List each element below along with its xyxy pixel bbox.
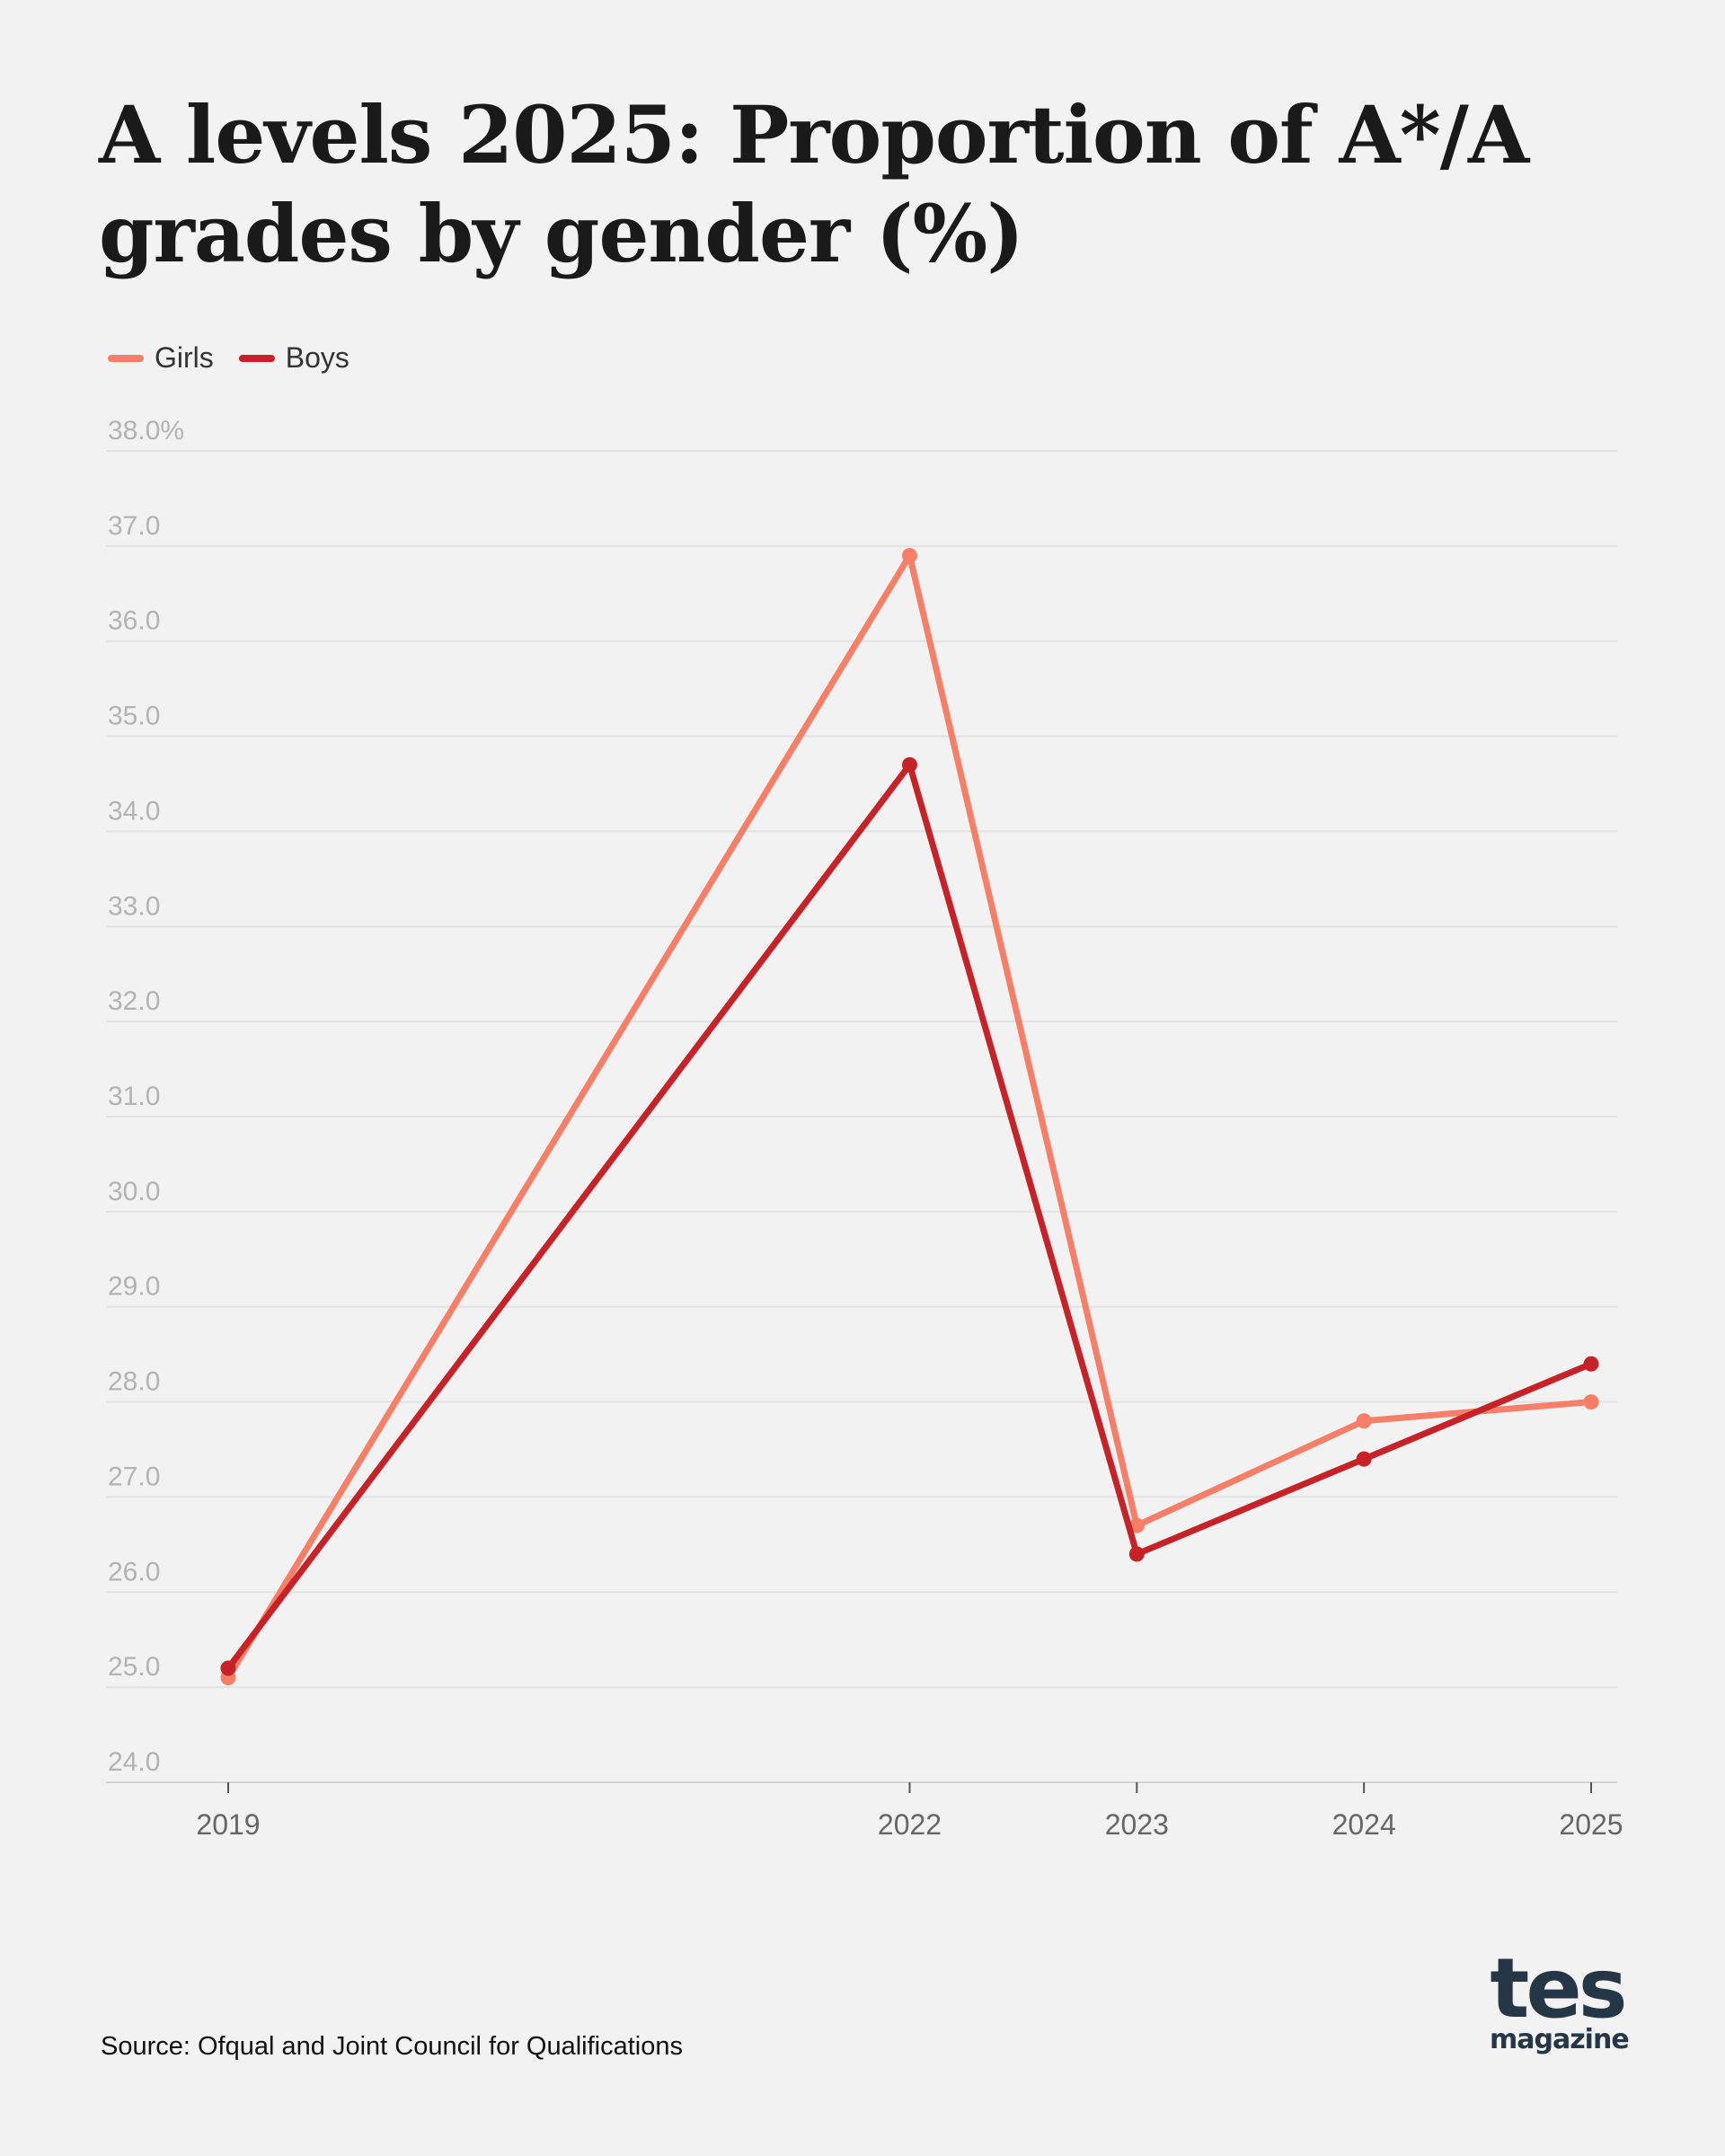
legend-label-boys: Boys [285,341,349,374]
y-tick-label: 38.0% [108,416,184,446]
y-tick-label: 27.0 [108,1462,160,1491]
logo-wordmark: tes [1490,1940,1627,2037]
y-tick-label: 30.0 [108,1177,160,1206]
data-point-boys-2022[interactable] [902,756,917,773]
y-tick-label: 33.0 [108,891,160,921]
y-tick-label: 26.0 [108,1557,160,1586]
x-axis: 2019 2022 2023 2024 2025 [196,1782,1623,1841]
data-point-girls-2023[interactable] [1128,1517,1145,1533]
y-axis-tick-labels: 24.0 25.0 26.0 27.0 28.0 29.0 30.0 31.0 32.0 33.0… [108,416,184,1777]
source-note: Source: Ofqual and Joint Council for Qua… [101,2032,684,2061]
legend-label-girls: Girls [155,341,214,374]
series-boys [220,756,1599,1676]
series-line-boys [225,761,1595,1672]
y-tick-label: 34.0 [108,796,160,826]
chart-legend: Girls Boys [108,341,375,375]
chart-title: A levels 2025: Proportion of A*/A grades… [99,88,1529,280]
logo-subtitle: magazine [1490,2024,1630,2055]
x-tick-label: 2019 [196,1808,260,1841]
gridlines [106,450,1617,1783]
series-girls [220,547,1599,1686]
legend-item-boys: Boys [238,341,349,375]
data-point-boys-2024[interactable] [1356,1451,1372,1467]
data-point-girls-2025[interactable] [1583,1394,1599,1410]
data-point-girls-2024[interactable] [1356,1413,1372,1429]
legend-swatch-boys [238,354,275,362]
y-tick-label: 37.0 [108,511,160,541]
y-tick-label: 25.0 [108,1652,160,1682]
x-tick-label: 2025 [1559,1808,1623,1841]
data-point-girls-2022[interactable] [902,547,917,563]
y-tick-label: 36.0 [108,606,160,636]
x-tick-label: 2022 [878,1808,942,1841]
data-point-boys-2025[interactable] [1583,1356,1599,1372]
legend-item-girls: Girls [108,341,214,375]
data-point-boys-2023[interactable] [1128,1546,1145,1562]
data-point-boys-2019[interactable] [220,1660,236,1676]
y-tick-label: 35.0 [108,702,160,731]
y-tick-label: 28.0 [108,1367,160,1397]
series-lines [220,547,1599,1686]
y-tick-label: 24.0 [108,1747,160,1777]
legend-swatch-girls [108,354,144,362]
y-tick-label: 32.0 [108,986,160,1016]
tes-magazine-logo: tes magazine [1490,1940,1630,2064]
x-tick-label: 2023 [1105,1808,1169,1841]
y-tick-label: 29.0 [108,1272,160,1302]
y-tick-label: 31.0 [108,1082,160,1111]
x-tick-label: 2024 [1332,1808,1396,1841]
